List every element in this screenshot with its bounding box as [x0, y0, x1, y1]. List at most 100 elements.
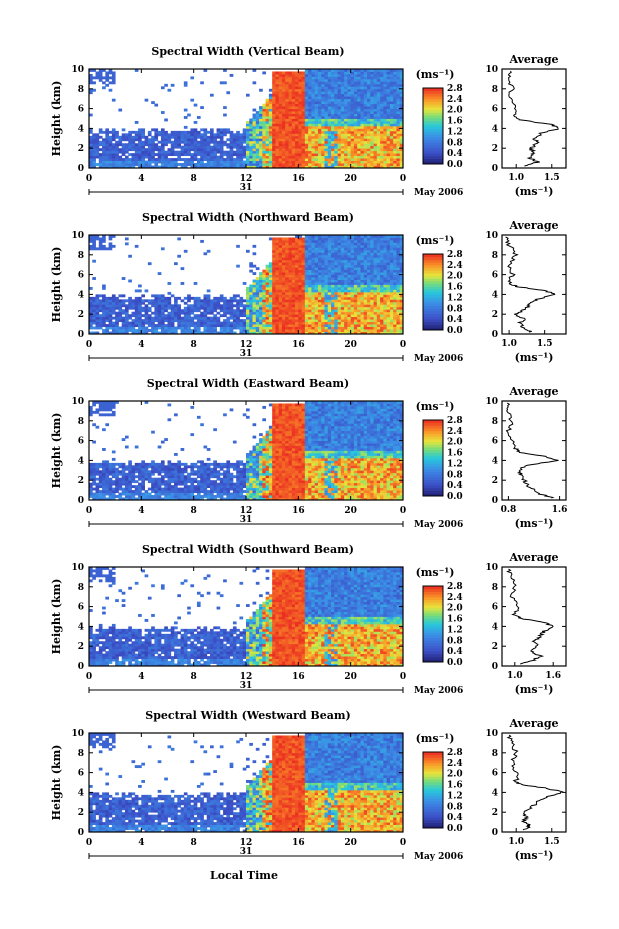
heatmap-cell [203, 133, 208, 137]
heatmap-cell [350, 145, 355, 149]
heatmap-cell [128, 143, 132, 147]
colorbar-segment [423, 134, 443, 138]
heatmap-cell [314, 73, 319, 77]
heatmap-cell [334, 242, 338, 246]
heatmap-cell [327, 160, 332, 164]
heatmap-cell [249, 296, 253, 300]
heatmap-cell [383, 254, 388, 258]
heatmap-cell [324, 120, 329, 124]
heatmap-cell [317, 309, 322, 313]
heatmap-cell [347, 86, 352, 90]
heatmap-cell [327, 81, 332, 85]
heatmap-cell [344, 111, 348, 114]
heatmap-cell [170, 158, 175, 161]
heatmap-cell [350, 116, 355, 119]
heatmap-cell [389, 113, 394, 117]
heatmap-cell [308, 306, 312, 310]
heatmap-cell [357, 153, 361, 157]
heatmap-cell [373, 309, 378, 313]
heatmap-cell [308, 324, 312, 327]
heatmap-cell [131, 321, 136, 325]
heatmap-cell [357, 272, 361, 276]
heatmap-cell [268, 153, 273, 157]
heatmap-cell [317, 272, 322, 276]
heatmap-cell [291, 311, 296, 315]
heatmap-cell [396, 96, 401, 100]
heatmap-cell [118, 329, 123, 332]
heatmap-cell [249, 153, 253, 157]
heatmap-cell [353, 279, 358, 283]
heatmap-cell [331, 120, 335, 124]
heatmap-cell [115, 311, 119, 315]
heatmap-cell [213, 165, 217, 169]
heatmap-cell [281, 249, 286, 253]
heatmap-cell [386, 133, 391, 137]
heatmap-cell [167, 329, 172, 332]
heatmap-cell [337, 148, 342, 152]
heatmap-cell [157, 299, 162, 303]
heatmap-cell [236, 148, 240, 152]
heatmap-cell [295, 140, 299, 144]
heatmap-cell [265, 289, 270, 293]
heatmap-cell [321, 165, 325, 169]
heatmap-cell [115, 319, 119, 323]
heatmap-cell [174, 314, 178, 318]
heatmap-cell [203, 331, 208, 335]
heatmap-cell [275, 101, 280, 105]
heatmap-cell [285, 277, 289, 280]
heatmap-cell [291, 91, 296, 95]
heatmap-cell [393, 153, 397, 157]
heatmap-cell [301, 91, 306, 95]
heatmap-cell [219, 321, 224, 325]
heatmap-cell [226, 163, 231, 166]
heatmap-cell [295, 239, 299, 243]
heatmap-cell [363, 88, 368, 92]
heatmap-cell [278, 165, 283, 169]
heatmap-cell [141, 319, 145, 323]
heatmap-cell [210, 304, 214, 308]
heatmap-cell [196, 143, 201, 147]
colorbar-segment [423, 104, 443, 108]
heatmap-cell [268, 93, 273, 97]
heatmap-cell [262, 118, 267, 122]
heatmap-cell [89, 153, 93, 157]
heatmap-cell [314, 299, 319, 303]
heatmap-cell [147, 160, 152, 164]
heatmap-cell [281, 294, 286, 298]
heatmap-cell [167, 140, 172, 144]
heatmap-cell [314, 78, 319, 82]
heatmap-cell [102, 145, 106, 149]
heatmap-cell [262, 279, 267, 283]
heatmap-cell [118, 150, 123, 154]
heatmap-cell [370, 269, 374, 273]
heatmap-cell [370, 311, 374, 315]
heatmap-cell [111, 78, 116, 82]
heatmap-cell [363, 296, 368, 300]
heatmap-cell [386, 153, 391, 157]
heatmap-cell [380, 165, 384, 169]
heatmap-cell [98, 299, 103, 303]
heatmap-cell [147, 329, 152, 332]
heatmap-cell [324, 118, 329, 122]
heatmap-cell [249, 150, 253, 154]
heatmap-cell [134, 299, 139, 303]
heatmap-cell [393, 148, 397, 152]
heatmap-cell [268, 143, 273, 147]
heatmap-cell [350, 71, 355, 75]
heatmap-cell [389, 130, 394, 134]
heatmap-cell [102, 316, 106, 320]
heatmap-cell [89, 163, 93, 166]
heatmap-cell [383, 153, 388, 157]
heatmap-cell [396, 138, 401, 142]
heatmap-cell [298, 118, 302, 122]
heatmap-cell [380, 331, 384, 335]
heatmap-cell [285, 148, 289, 152]
heatmap-cell [337, 326, 342, 330]
heatmap-cell [380, 98, 384, 102]
heatmap-cell [259, 155, 263, 159]
heatmap-cell [295, 128, 299, 132]
heatmap-cell [105, 247, 110, 251]
heatmap-cell [393, 69, 397, 72]
heatmap-cell [187, 311, 191, 315]
heatmap-cell [105, 296, 110, 300]
